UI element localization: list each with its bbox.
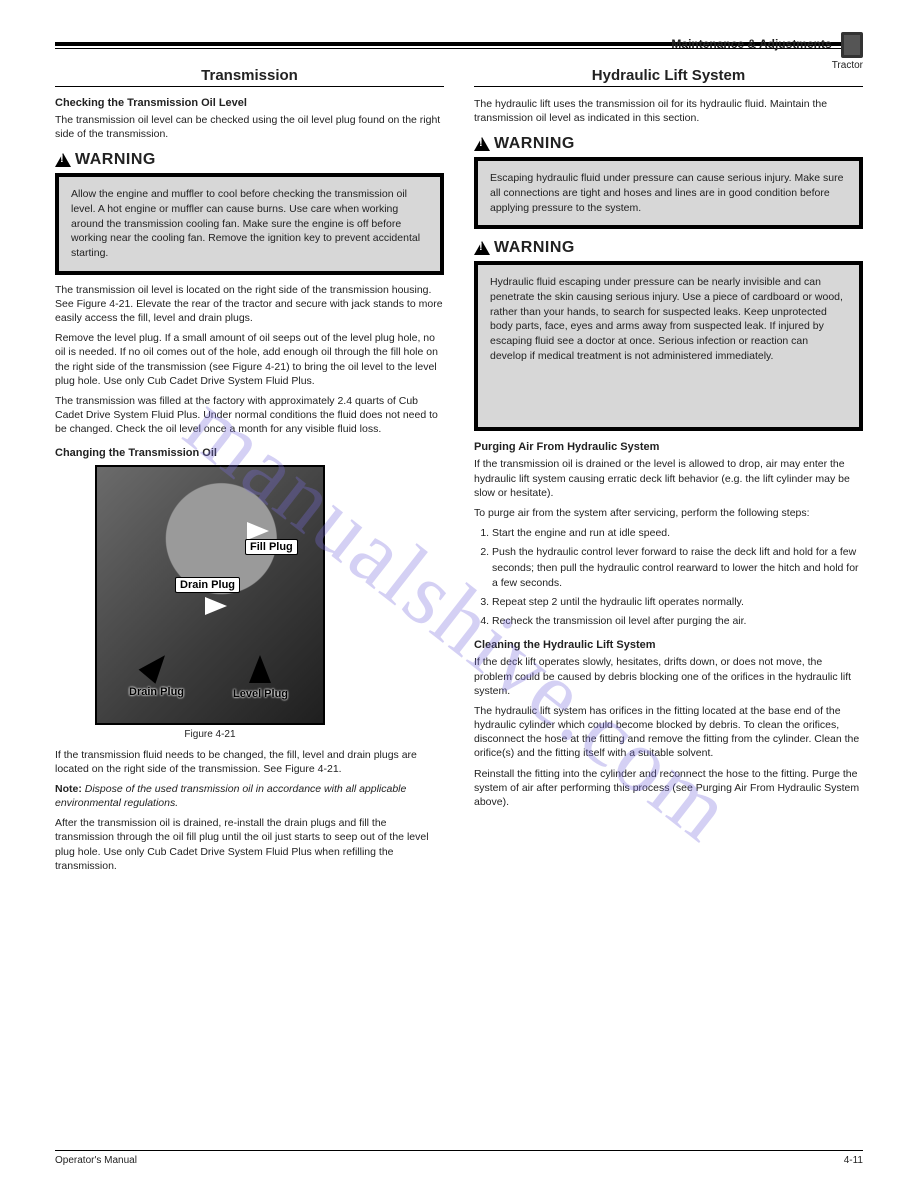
right-clean-p2: The hydraulic lift system has orifices i… [474, 704, 863, 761]
arrow-drain-1 [205, 597, 227, 615]
right-intro: The hydraulic lift uses the transmission… [474, 97, 863, 125]
footer-right: 4-11 [844, 1155, 863, 1166]
arrow-fill [247, 522, 269, 540]
purge-steps: Start the engine and run at idle speed. … [492, 526, 863, 629]
right-purge-p1: If the transmission oil is drained or th… [474, 457, 863, 500]
warning-box-left: Allow the engine and muffler to cool bef… [55, 173, 444, 274]
label-fill-plug: Fill Plug [245, 539, 298, 555]
left-p5: After the transmission oil is drained, r… [55, 816, 444, 873]
purge-step-4: Recheck the transmission oil level after… [492, 614, 863, 629]
figure-caption: Figure 4-21 [95, 729, 325, 740]
header-page-label: Tractor [671, 60, 863, 71]
left-p1: The transmission oil level is located on… [55, 283, 444, 326]
page-header: Maintenance & Adjustments Tractor [55, 40, 863, 46]
figure-4-21: Fill Plug Drain Plug Drain Plug Level Pl… [95, 465, 325, 725]
purge-step-3: Repeat step 2 until the hydraulic lift o… [492, 595, 863, 610]
subhead-check-oil: Checking the Transmission Oil Level [55, 97, 444, 109]
right-purge-p2: To purge air from the system after servi… [474, 506, 863, 520]
purge-step-1: Start the engine and run at idle speed. [492, 526, 863, 541]
left-column: Transmission Checking the Transmission O… [55, 67, 444, 879]
warning-box-right-1: Escaping hydraulic fluid under pressure … [474, 157, 863, 229]
arrow-level [249, 655, 271, 683]
warning-label-right-2: WARNING [474, 239, 863, 257]
page-footer: Operator's Manual 4-11 [55, 1150, 863, 1166]
purge-step-2: Push the hydraulic control lever forward… [492, 545, 863, 591]
warning-icon [474, 241, 490, 255]
right-clean-p1: If the deck lift operates slowly, hesita… [474, 655, 863, 698]
label-drain-plug-1: Drain Plug [175, 577, 240, 593]
right-column: Hydraulic Lift System The hydraulic lift… [474, 67, 863, 879]
header-section-label: Maintenance & Adjustments [671, 37, 831, 51]
header-icon [841, 32, 863, 58]
subhead-clean: Cleaning the Hydraulic Lift System [474, 639, 863, 651]
subhead-change-oil: Changing the Transmission Oil [55, 447, 444, 459]
warning-icon [474, 137, 490, 151]
left-p3: The transmission was filled at the facto… [55, 394, 444, 437]
label-drain-plug-2: Drain Plug [125, 685, 188, 699]
warning-label-left: WARNING [55, 151, 444, 169]
label-level-plug: Level Plug [229, 687, 292, 701]
left-p2: Remove the level plug. If a small amount… [55, 331, 444, 388]
warning-label-right-1: WARNING [474, 135, 863, 153]
left-section-title: Transmission [55, 67, 444, 87]
right-clean-p3: Reinstall the fitting into the cylinder … [474, 767, 863, 810]
warning-box-right-2: Hydraulic fluid escaping under pressure … [474, 261, 863, 431]
left-p4: If the transmission fluid needs to be ch… [55, 748, 444, 776]
subhead-purge: Purging Air From Hydraulic System [474, 441, 863, 453]
warning-icon [55, 153, 71, 167]
left-intro: The transmission oil level can be checke… [55, 113, 444, 141]
footer-left: Operator's Manual [55, 1155, 137, 1166]
left-note: Note: Dispose of the used transmission o… [55, 782, 444, 810]
